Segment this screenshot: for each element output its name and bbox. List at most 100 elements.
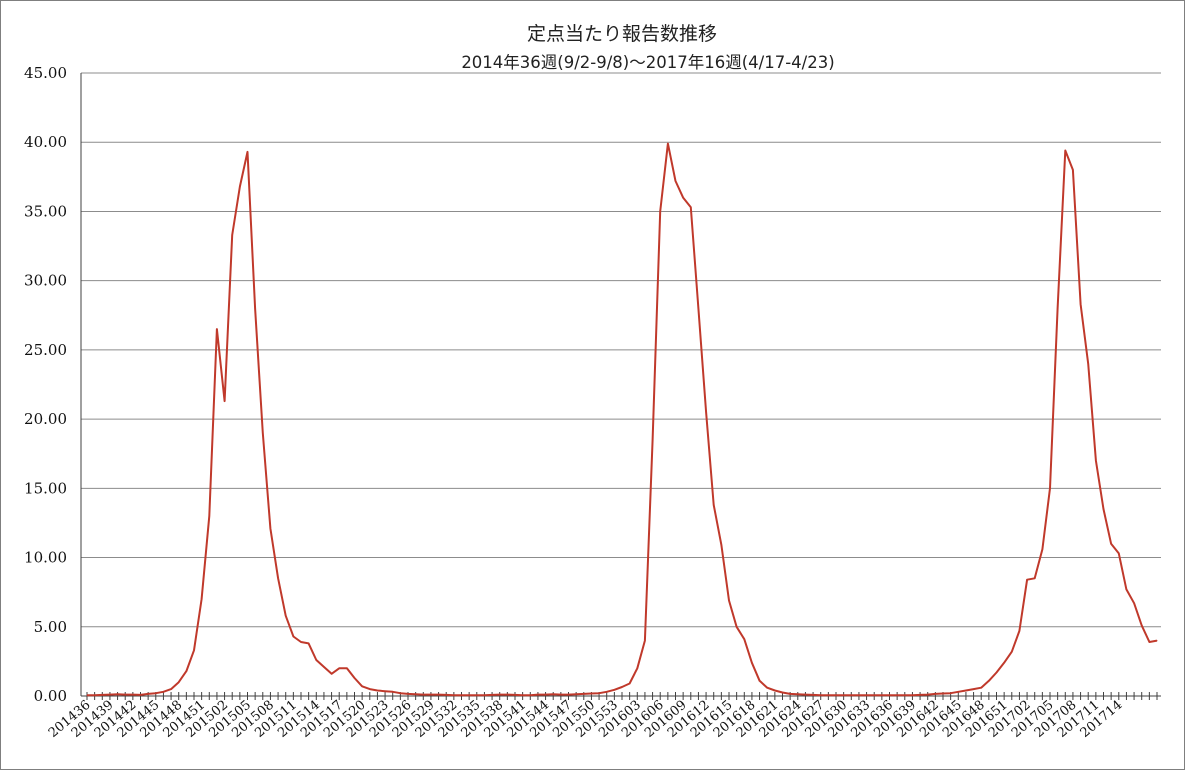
data-point xyxy=(537,694,539,696)
data-point xyxy=(445,694,447,696)
y-tick-label: 15.00 xyxy=(24,479,67,497)
data-point xyxy=(1133,602,1135,604)
data-point xyxy=(644,640,646,642)
data-point xyxy=(759,680,761,682)
data-point xyxy=(1087,363,1089,365)
data-point xyxy=(881,694,883,696)
data-point xyxy=(980,687,982,689)
data-point xyxy=(201,598,203,600)
data-point xyxy=(950,692,952,694)
data-point xyxy=(476,694,478,696)
data-point xyxy=(231,234,233,236)
data-point xyxy=(438,694,440,696)
data-point xyxy=(300,641,302,643)
data-point xyxy=(124,694,126,696)
data-point xyxy=(659,210,661,212)
data-point xyxy=(965,689,967,691)
data-point xyxy=(911,694,913,696)
data-point xyxy=(430,694,432,696)
data-point xyxy=(491,694,493,696)
data-point xyxy=(285,615,287,617)
data-point xyxy=(850,694,852,696)
data-point xyxy=(1148,641,1150,643)
data-point xyxy=(193,649,195,651)
data-point xyxy=(178,681,180,683)
data-point xyxy=(1034,577,1036,579)
data-point xyxy=(239,186,241,188)
data-point xyxy=(774,689,776,691)
data-point xyxy=(117,693,119,695)
data-point xyxy=(743,638,745,640)
data-point xyxy=(728,599,730,601)
data-point xyxy=(590,693,592,695)
data-point xyxy=(315,659,317,661)
data-point xyxy=(988,680,990,682)
data-point xyxy=(736,626,738,628)
data-point xyxy=(613,689,615,691)
data-point xyxy=(185,670,187,672)
data-point xyxy=(170,688,172,690)
y-tick-label: 20.00 xyxy=(24,410,67,428)
data-point xyxy=(415,693,417,695)
series-group xyxy=(86,142,1158,697)
data-point xyxy=(140,694,141,696)
y-axis: 0.00 5.00 10.00 15.00 20.00 25.00 30.00 35.00 40… xyxy=(24,64,67,705)
data-point xyxy=(919,694,921,696)
data-point xyxy=(461,694,462,696)
data-point xyxy=(247,151,248,153)
data-point xyxy=(331,673,333,675)
data-point xyxy=(499,694,501,696)
y-tick-label: 10.00 xyxy=(24,549,67,567)
data-point xyxy=(629,683,631,685)
y-tick-label: 25.00 xyxy=(24,341,67,359)
data-point xyxy=(866,694,868,696)
data-point xyxy=(820,694,822,696)
data-point xyxy=(308,642,310,644)
data-point xyxy=(1156,640,1158,642)
data-point xyxy=(904,694,906,696)
data-point xyxy=(399,692,401,694)
data-point xyxy=(873,694,875,696)
y-tick-label: 5.00 xyxy=(34,618,67,636)
data-point xyxy=(262,432,264,434)
data-point xyxy=(675,180,676,182)
data-point xyxy=(468,694,470,696)
y-tick-label: 35.00 xyxy=(24,202,67,220)
data-point xyxy=(667,143,669,145)
data-point xyxy=(277,577,279,579)
data-point xyxy=(338,667,340,669)
data-point xyxy=(545,694,547,696)
data-point xyxy=(483,694,485,696)
data-point xyxy=(147,693,149,695)
data-point xyxy=(652,439,654,441)
data-point xyxy=(1011,651,1013,653)
data-point xyxy=(453,694,455,696)
data-point xyxy=(514,694,516,696)
data-point xyxy=(269,527,271,529)
data-point xyxy=(804,694,806,696)
data-point xyxy=(506,694,508,696)
data-point xyxy=(132,694,134,696)
data-point xyxy=(1003,662,1005,664)
data-point xyxy=(782,692,783,694)
data-point xyxy=(560,694,562,696)
data-point xyxy=(1080,303,1082,305)
data-point xyxy=(292,635,294,637)
data-point xyxy=(224,400,226,402)
y-tick-label: 45.00 xyxy=(24,64,67,82)
data-point xyxy=(896,694,898,696)
data-point xyxy=(346,667,348,669)
data-point xyxy=(323,666,325,668)
data-point xyxy=(1057,307,1059,309)
data-point xyxy=(101,694,103,696)
chart-title: 定点当たり報告数推移 xyxy=(527,23,717,45)
data-point xyxy=(797,693,799,695)
data-point xyxy=(705,411,707,413)
data-point xyxy=(789,693,791,695)
data-point xyxy=(155,692,157,694)
data-point xyxy=(162,691,164,693)
data-point xyxy=(690,206,692,208)
data-point xyxy=(522,694,524,696)
data-point xyxy=(109,694,111,696)
